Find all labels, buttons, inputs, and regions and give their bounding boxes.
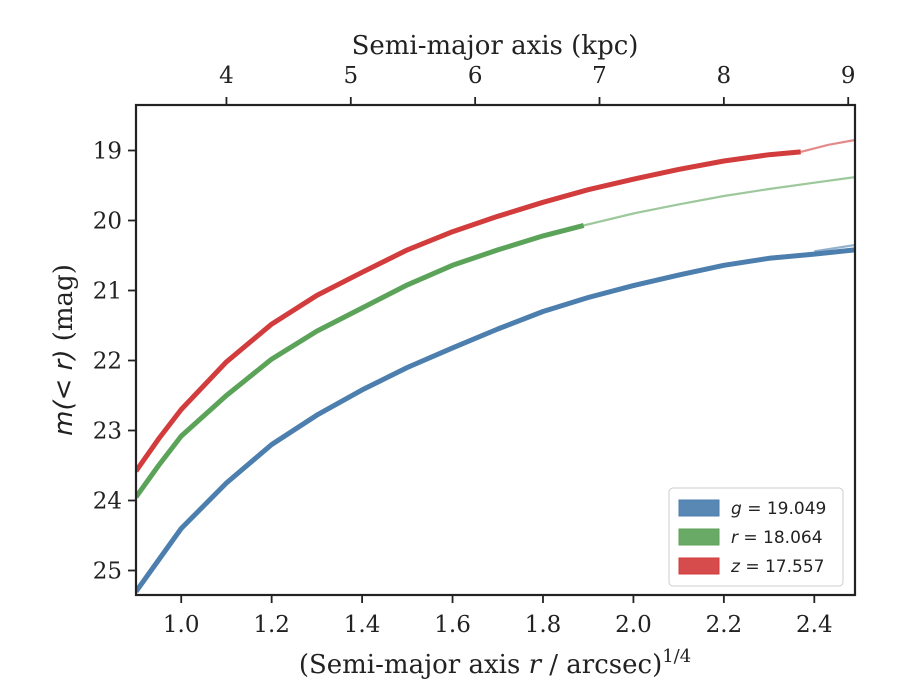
x-axis-bottom: 1.0 1.2 1.4 1.6 1.8 2.0 2.2 2.4 bbox=[163, 595, 833, 638]
x-tick-label: 1.2 bbox=[253, 612, 290, 638]
top-tick-label: 7 bbox=[592, 63, 607, 89]
x-tick-label: 1.8 bbox=[525, 612, 562, 638]
x-axis-top: 4 5 6 7 8 9 bbox=[219, 63, 856, 105]
x-tick-label: 2.0 bbox=[615, 612, 652, 638]
top-tick-label: 9 bbox=[841, 63, 856, 89]
x-tick-label: 2.2 bbox=[706, 612, 743, 638]
y-axis-title-math: m(< r) bbox=[49, 350, 79, 436]
y-axis-title-unit: (mag) bbox=[49, 264, 79, 349]
x-tick-label: 2.4 bbox=[796, 612, 833, 638]
legend: g = 19.049 r = 18.064 z = 17.557 bbox=[668, 487, 844, 587]
x-tick-label: 1.6 bbox=[434, 612, 471, 638]
legend-swatch-g bbox=[678, 499, 720, 517]
y-axis-title: m(< r) (mag) bbox=[49, 264, 79, 436]
top-axis-title: Semi-major axis (kpc) bbox=[352, 31, 639, 61]
x-axis-title-mid: / arcsec) bbox=[541, 650, 662, 680]
series-r-line bbox=[136, 222, 585, 499]
x-tick-label: 1.0 bbox=[163, 612, 200, 638]
y-tick-label: 21 bbox=[93, 279, 122, 305]
legend-swatch-r bbox=[678, 528, 720, 546]
y-tick-label: 24 bbox=[93, 489, 122, 515]
x-axis-title-var: r bbox=[529, 650, 543, 680]
x-tick-label: 1.4 bbox=[344, 612, 381, 638]
legend-label-z: z = 17.557 bbox=[730, 557, 824, 577]
series-g-extrapolation bbox=[814, 243, 855, 253]
y-tick-label: 19 bbox=[93, 139, 122, 165]
top-tick-label: 5 bbox=[343, 63, 358, 89]
series-r-extrapolation bbox=[583, 176, 855, 227]
top-tick-label: 8 bbox=[717, 63, 732, 89]
x-axis-title-pre: (Semi-major axis bbox=[299, 650, 529, 680]
series-g-line bbox=[136, 247, 855, 593]
y-tick-label: 20 bbox=[93, 209, 122, 235]
y-tick-label: 23 bbox=[93, 419, 122, 445]
y-tick-label: 25 bbox=[93, 559, 122, 585]
series-z-extrapolation bbox=[800, 138, 855, 153]
legend-swatch-z bbox=[678, 557, 720, 575]
top-tick-label: 6 bbox=[468, 63, 483, 89]
y-axis-left: 19 20 21 22 23 24 25 bbox=[93, 139, 136, 585]
plot-frame bbox=[134, 103, 857, 597]
x-axis-title-sup: 1/4 bbox=[662, 646, 691, 667]
series-z-line bbox=[136, 149, 801, 473]
x-axis-title: (Semi-major axis r / arcsec)1/4 bbox=[299, 646, 691, 680]
legend-label-r: r = 18.064 bbox=[731, 528, 823, 548]
y-tick-label: 22 bbox=[93, 349, 122, 375]
legend-label-g: g = 19.049 bbox=[731, 499, 826, 519]
top-tick-label: 4 bbox=[219, 63, 234, 89]
series-layer bbox=[136, 138, 855, 593]
